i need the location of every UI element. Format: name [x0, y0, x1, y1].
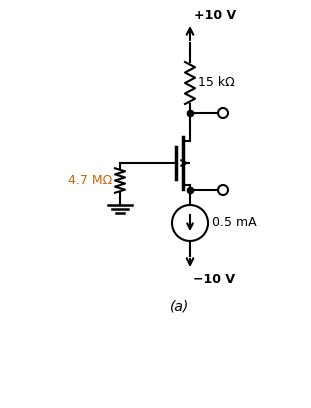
- Text: +10 V: +10 V: [194, 9, 236, 22]
- Text: −10 V: −10 V: [193, 273, 235, 286]
- Text: 0.5 mA: 0.5 mA: [212, 217, 257, 229]
- Text: 4.7 MΩ: 4.7 MΩ: [68, 174, 112, 187]
- Text: 15 kΩ: 15 kΩ: [198, 77, 235, 89]
- Text: (a): (a): [170, 300, 190, 314]
